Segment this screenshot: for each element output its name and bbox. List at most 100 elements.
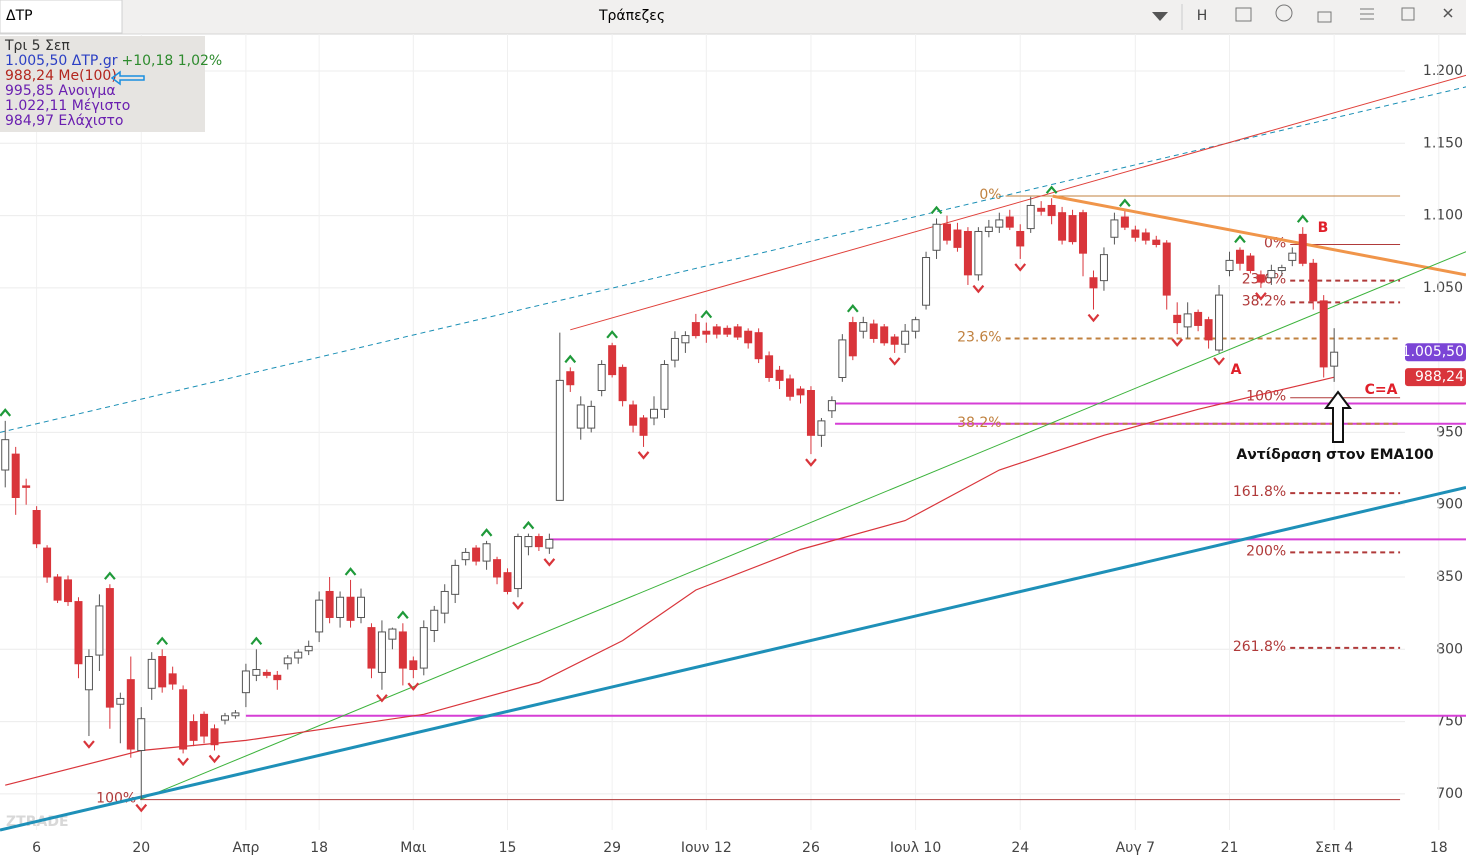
- signal-down: [972, 284, 985, 294]
- fib-label: 100%: [96, 791, 136, 807]
- icon-close[interactable]: [1443, 8, 1453, 18]
- y-tick-label: 700: [1436, 786, 1463, 802]
- candle-body: [744, 330, 753, 344]
- fib-label: 0%: [979, 187, 1001, 203]
- candle-body: [1256, 274, 1265, 283]
- annotation: Αντίδραση στον EMA100: [1236, 447, 1433, 463]
- signal-up: [1119, 198, 1131, 207]
- candle-body: [283, 657, 292, 665]
- annotation: B: [1318, 220, 1329, 236]
- signal-up: [1045, 185, 1058, 194]
- mode-button[interactable]: H: [1197, 8, 1208, 24]
- icon-menu[interactable]: [1360, 8, 1374, 20]
- candle-body: [147, 658, 156, 689]
- candle-body: [608, 345, 617, 376]
- candle-body: [1005, 216, 1014, 228]
- candle-body: [493, 559, 502, 578]
- candle-body: [827, 400, 836, 412]
- candle-body: [691, 322, 700, 337]
- x-tick-label: Ιουν 12: [681, 840, 732, 856]
- candle-body: [32, 510, 41, 545]
- candle-body: [1204, 319, 1213, 341]
- x-tick-label: Σεπ 4: [1315, 840, 1353, 856]
- signal-down: [177, 757, 189, 767]
- signal-down: [1014, 263, 1027, 272]
- candle-body: [241, 670, 250, 694]
- candle-body: [629, 404, 638, 426]
- symbol-box[interactable]: [0, 0, 123, 34]
- signal-up: [156, 636, 169, 645]
- signal-down: [1171, 338, 1184, 347]
- candle-body: [1037, 207, 1046, 212]
- fib-label: 261.8%: [1233, 639, 1286, 655]
- y-tick-label: 950: [1436, 424, 1463, 440]
- candle-body: [922, 257, 931, 306]
- candle-body: [1058, 212, 1067, 241]
- signal-up: [250, 636, 263, 645]
- candle-body: [451, 564, 460, 595]
- signal-up: [606, 330, 618, 339]
- y-tick-label: 750: [1436, 714, 1463, 730]
- signal-down: [1087, 313, 1100, 323]
- candle-body: [419, 627, 428, 669]
- candle-body: [53, 576, 62, 601]
- x-tick-label: Μαι: [400, 840, 426, 856]
- icon-panel[interactable]: [1235, 7, 1252, 22]
- candle-body: [105, 588, 114, 708]
- candle-body: [1309, 262, 1318, 302]
- dropdown[interactable]: [1152, 12, 1168, 21]
- candle-body: [534, 536, 543, 548]
- candle-body: [1173, 314, 1182, 324]
- signal-down: [1255, 292, 1267, 301]
- header: [0, 0, 1466, 34]
- candle-body: [932, 223, 941, 251]
- fib-label: 38.2%: [957, 415, 1001, 431]
- y-tick-label: 1.200: [1423, 63, 1463, 79]
- annotation: C=A: [1365, 382, 1398, 398]
- y-tick-label: 1.100: [1423, 208, 1463, 224]
- candle-body: [796, 388, 805, 396]
- x-tick-label: 18: [310, 840, 328, 856]
- candle-body: [670, 337, 679, 361]
- signal-down: [805, 458, 817, 467]
- x-tick-label: 18: [1430, 840, 1448, 856]
- icon-quote[interactable]: [1275, 4, 1293, 22]
- candle-body: [294, 651, 303, 659]
- candle-body: [524, 536, 533, 548]
- y-tick-label: 850: [1436, 569, 1463, 585]
- icon-lock[interactable]: [1317, 11, 1332, 23]
- candle-body: [179, 689, 188, 750]
- candle-body: [11, 453, 20, 498]
- candle-body: [189, 721, 198, 741]
- candle-body: [733, 326, 742, 338]
- candle-body: [137, 718, 146, 751]
- signal-up: [700, 309, 713, 319]
- candle-body: [1141, 232, 1150, 241]
- signal-down: [543, 558, 556, 567]
- candle-body: [639, 417, 648, 436]
- ema-line: [5, 376, 1335, 786]
- candle-body: [126, 679, 135, 750]
- candle-body: [1016, 230, 1025, 247]
- candle-body: [398, 631, 407, 669]
- icon-restore[interactable]: [1401, 7, 1415, 21]
- candle-body: [1162, 242, 1171, 296]
- signal-up: [1296, 214, 1309, 223]
- candle-body: [1026, 204, 1035, 230]
- signal-up: [846, 304, 859, 313]
- candle-body: [357, 596, 366, 618]
- candle-body: [1277, 267, 1286, 272]
- trendline: [570, 74, 1466, 331]
- candle-body: [158, 656, 167, 688]
- candle-body: [367, 627, 376, 669]
- plot: 1.200 1.150 1.100 1.050 950 900 850 800 750 700 6 2…: [0, 34, 1466, 856]
- signal-down: [637, 451, 650, 460]
- info-arrow: [110, 70, 145, 86]
- candle-body: [984, 226, 993, 232]
- candle-body: [168, 673, 177, 685]
- y-tick-label: 1.050: [1423, 280, 1463, 296]
- signal-up: [104, 571, 116, 580]
- candle-body: [84, 656, 93, 691]
- candle-body: [1047, 204, 1056, 217]
